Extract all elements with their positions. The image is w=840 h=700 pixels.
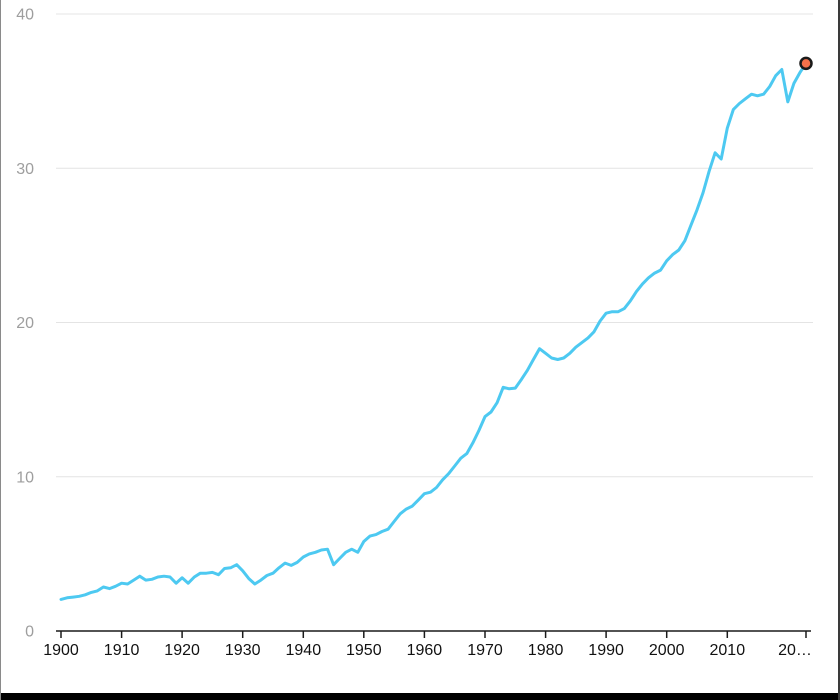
x-axis-label: 1960 [407, 642, 443, 659]
y-axis-label: 0 [25, 624, 34, 641]
x-axis-label: 1910 [104, 642, 140, 659]
x-axis-label: 1990 [588, 642, 624, 659]
y-axis-label: 40 [16, 7, 34, 24]
endpoint-marker[interactable] [799, 56, 813, 71]
x-axis-label: 1980 [528, 642, 564, 659]
x-axis-label: 1950 [346, 642, 382, 659]
data-line-series[interactable] [59, 61, 808, 601]
x-axis-label: 2000 [649, 642, 685, 659]
x-axis-label: 1970 [467, 642, 503, 659]
x-axis-label: 1930 [225, 642, 261, 659]
x-axis-label: 1940 [286, 642, 322, 659]
window-bottom-bar [1, 693, 838, 700]
x-axis-label: 2010 [710, 642, 746, 659]
x-axis-label: 20… [778, 642, 812, 659]
y-axis-label: 30 [16, 161, 34, 178]
x-axis-label: 1920 [164, 642, 200, 659]
y-axis-label: 20 [16, 315, 34, 332]
y-axis-label: 10 [16, 469, 34, 486]
x-axis-label: 1900 [43, 642, 79, 659]
